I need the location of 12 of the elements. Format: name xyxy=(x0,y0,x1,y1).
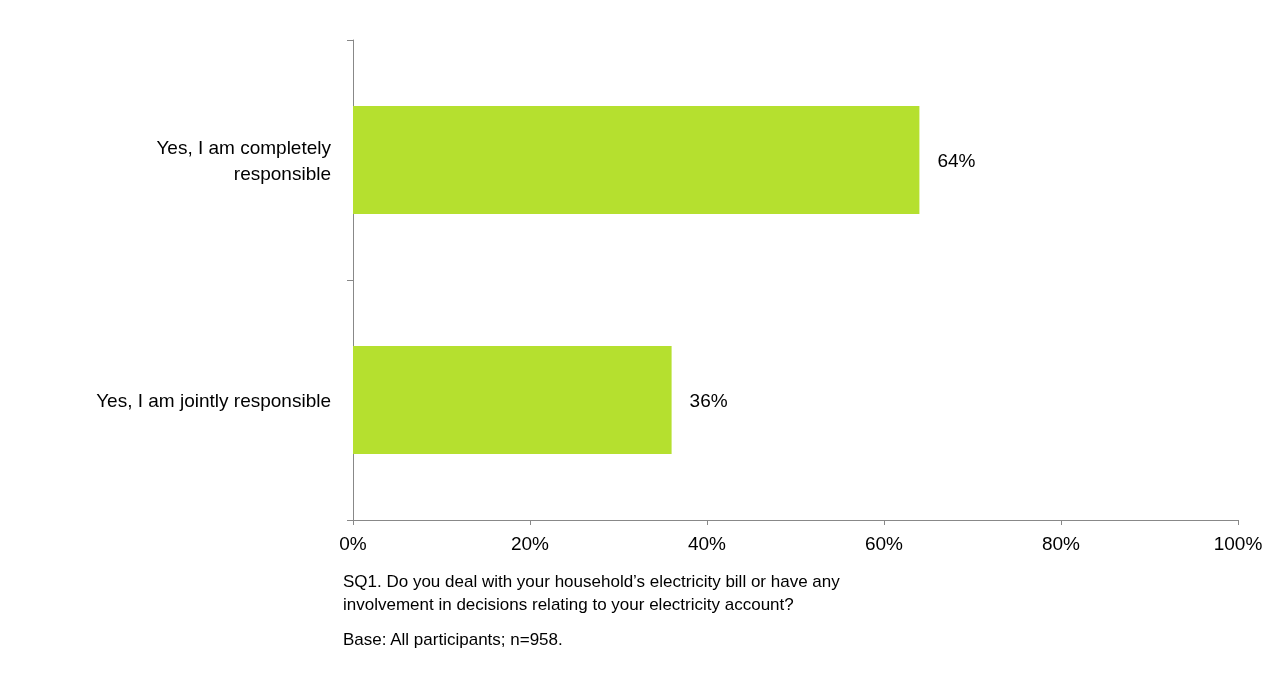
text: SQ1. Do you deal with your household’s electricity bill or have any involvement in decisions relating to your electricity account? xyxy=(343,572,845,614)
y-tick-label: Yes, I am completely responsible xyxy=(156,136,332,184)
text: Base: All participants; n=958. xyxy=(343,630,563,649)
data-label: 64% xyxy=(937,149,976,171)
x-tick-label: 80% xyxy=(1041,533,1081,554)
x-tick-label: 0% xyxy=(339,533,367,554)
x-tick-label: 20% xyxy=(510,533,550,554)
x-tick-label: 40% xyxy=(687,533,727,554)
x-tick-label: 100% xyxy=(1213,533,1263,554)
data-label: 36% xyxy=(689,389,728,411)
y-tick-label: Yes, I am jointly responsible xyxy=(96,389,331,411)
x-tick-label: 60% xyxy=(864,533,904,554)
